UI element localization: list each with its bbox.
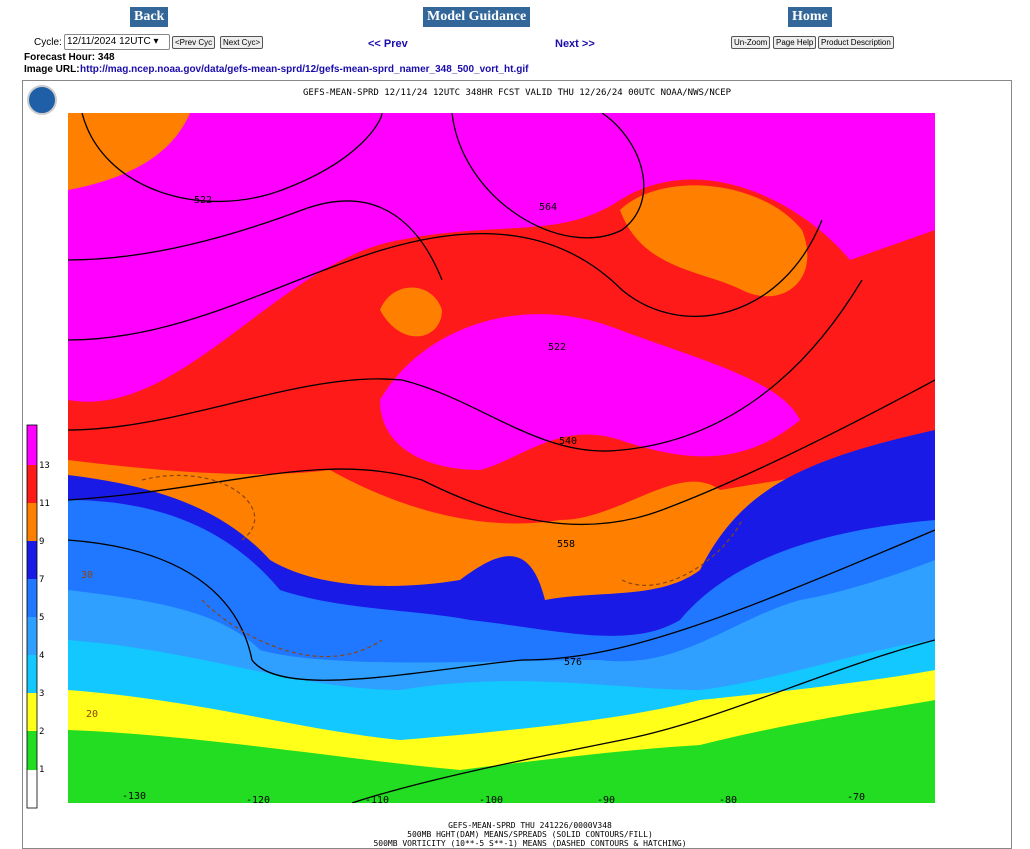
next-link[interactable]: Next >> (555, 38, 595, 50)
noaa-logo (27, 85, 57, 115)
longitude-label: -130 (122, 791, 146, 802)
prev-link[interactable]: << Prev (368, 38, 408, 50)
colorbar-label: 1 (39, 765, 44, 775)
cycle-select[interactable]: 12/11/2024 12UTC ▾ (64, 34, 170, 50)
longitude-label: -100 (479, 795, 503, 806)
contour-label: 20 (86, 709, 98, 720)
contour-label: 522 (548, 342, 566, 353)
colorbar-label: 11 (39, 499, 50, 509)
cycle-value: 12/11/2024 12UTC (67, 36, 151, 47)
image-url[interactable]: http://mag.ncep.noaa.gov/data/gefs-mean-… (80, 64, 529, 75)
page-help-button[interactable]: Page Help (773, 36, 817, 49)
colorbar-label: 2 (39, 727, 44, 737)
colorbar-label: 5 (39, 613, 44, 623)
forecast-map: GEFS-MEAN-SPRD 12/11/24 12UTC 348HR FCST… (22, 80, 1012, 849)
colorbar-label: 4 (39, 651, 44, 661)
colorbar-label: 13 (39, 461, 50, 471)
colorbar-label: 9 (39, 537, 44, 547)
colorbar-label: 3 (39, 689, 44, 699)
contour-label: 564 (539, 202, 557, 213)
figure-footer: 500MB VORTICITY (10**-5 S**-1) MEANS (DA… (373, 839, 686, 848)
longitude-label: -90 (597, 795, 615, 806)
contour-label: 30 (81, 570, 93, 581)
figure-header: GEFS-MEAN-SPRD 12/11/24 12UTC 348HR FCST… (303, 88, 732, 98)
colorbar-label: 7 (39, 575, 44, 585)
home-button[interactable]: Home (788, 7, 832, 27)
longitude-label: -80 (719, 795, 737, 806)
back-button[interactable]: Back (130, 7, 169, 27)
forecast-hour: Forecast Hour: 348 (24, 52, 115, 63)
colorbar (26, 424, 38, 809)
longitude-label: -110 (365, 795, 389, 806)
image-url-label: Image URL: (24, 64, 80, 75)
product-description-button[interactable]: Product Description (818, 36, 894, 49)
longitude-label: -120 (246, 795, 270, 806)
map-fill (68, 113, 935, 803)
contour-label: 522 (194, 195, 212, 206)
contour-label: 540 (559, 436, 577, 447)
figure-footer: 500MB HGHT(DAM) MEANS/SPREADS (SOLID CON… (407, 830, 653, 839)
next-cycle-button[interactable]: Next Cyc> (220, 36, 264, 49)
cycle-label: Cycle: (34, 37, 62, 48)
unzoom-button[interactable]: Un-Zoom (731, 36, 771, 49)
contour-label: 558 (557, 539, 575, 550)
prev-cycle-button[interactable]: <Prev Cyc (172, 36, 216, 49)
longitude-label: -70 (847, 792, 865, 803)
model-guidance-button[interactable]: Model Guidance (423, 7, 531, 27)
figure-footer: GEFS-MEAN-SPRD THU 241226/0000V348 (448, 821, 612, 830)
contour-label: 576 (564, 657, 582, 668)
